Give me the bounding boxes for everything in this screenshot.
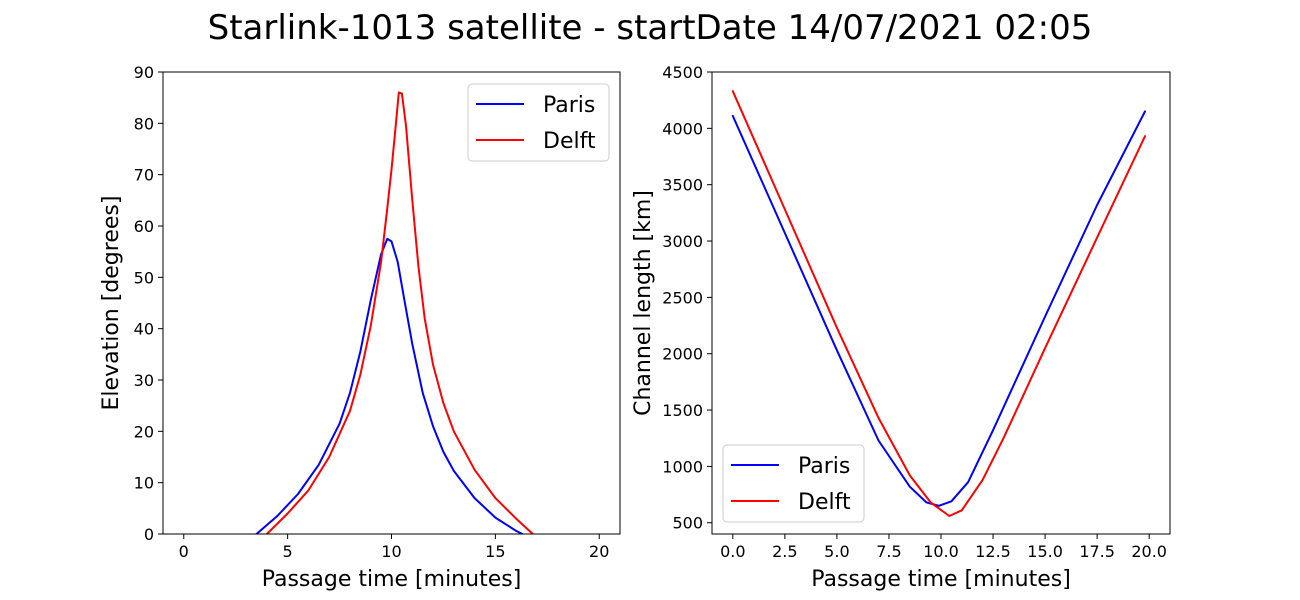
- y-tick-label: 2000: [662, 345, 703, 364]
- y-tick-label: 90: [134, 63, 154, 82]
- figure-title: Starlink-1013 satellite - startDate 14/0…: [208, 8, 1093, 48]
- y-tick-label: 50: [134, 268, 154, 287]
- channel-length-chart: 0.0 2.5 5.0 7.5 10.0 12.5 15.0 17.5 20.0 500 1000 1…: [631, 63, 1171, 592]
- series-line-paris: [731, 110, 1146, 507]
- y-tick-label: 60: [134, 217, 154, 236]
- legend-label-delft: Delft: [798, 490, 851, 515]
- x-tick-label: 20: [589, 542, 609, 561]
- y-tick-label: 1000: [662, 457, 703, 476]
- series-line-delft: [265, 91, 534, 534]
- y-tick-label: 40: [134, 320, 154, 339]
- y-tick-label: 4500: [662, 63, 703, 82]
- y-tick-label: 30: [134, 371, 154, 390]
- x-tick-label: 12.5: [975, 542, 1011, 561]
- y-tick-label: 500: [672, 514, 703, 533]
- y-tick-label: 3500: [662, 176, 703, 195]
- y-tick-label: 3000: [662, 232, 703, 251]
- legend-label-paris: Paris: [543, 93, 595, 118]
- series-line-paris: [255, 237, 524, 534]
- x-tick-label: 0.0: [720, 542, 745, 561]
- legend-label-delft: Delft: [543, 129, 596, 154]
- y-axis-label: Elevation [degrees]: [99, 196, 124, 411]
- y-tick-label: 80: [134, 114, 154, 133]
- elevation-chart: 0 5 10 15 20 0 10 20 30 40 50 60 70 80 90 Passage time …: [99, 63, 621, 592]
- series-line-delft: [731, 90, 1146, 517]
- y-tick-label: 2500: [662, 288, 703, 307]
- y-tick-label: 20: [134, 422, 154, 441]
- y-axis-label: Channel length [km]: [631, 190, 656, 416]
- x-tick-label: 15: [485, 542, 505, 561]
- x-tick-label: 10: [381, 542, 401, 561]
- y-tick-label: 1500: [662, 401, 703, 420]
- legend-label-paris: Paris: [798, 454, 850, 479]
- x-tick-label: 10.0: [923, 542, 959, 561]
- x-tick-label: 2.5: [772, 542, 797, 561]
- y-tick-label: 4000: [662, 119, 703, 138]
- x-tick-label: 5: [283, 542, 293, 561]
- x-tick-label: 0: [179, 542, 189, 561]
- x-tick-label: 20.0: [1131, 542, 1167, 561]
- y-tick-label: 0: [144, 525, 154, 544]
- y-tick-label: 10: [134, 474, 154, 493]
- x-tick-label: 7.5: [876, 542, 901, 561]
- legend: Paris Delft: [722, 444, 865, 523]
- x-tick-label: 17.5: [1079, 542, 1115, 561]
- legend: Paris Delft: [467, 83, 610, 162]
- x-axis-label: Passage time [minutes]: [811, 567, 1071, 592]
- x-tick-label: 15.0: [1027, 542, 1063, 561]
- y-tick-label: 70: [134, 166, 154, 185]
- x-tick-label: 5.0: [824, 542, 849, 561]
- x-axis-label: Passage time [minutes]: [262, 567, 522, 592]
